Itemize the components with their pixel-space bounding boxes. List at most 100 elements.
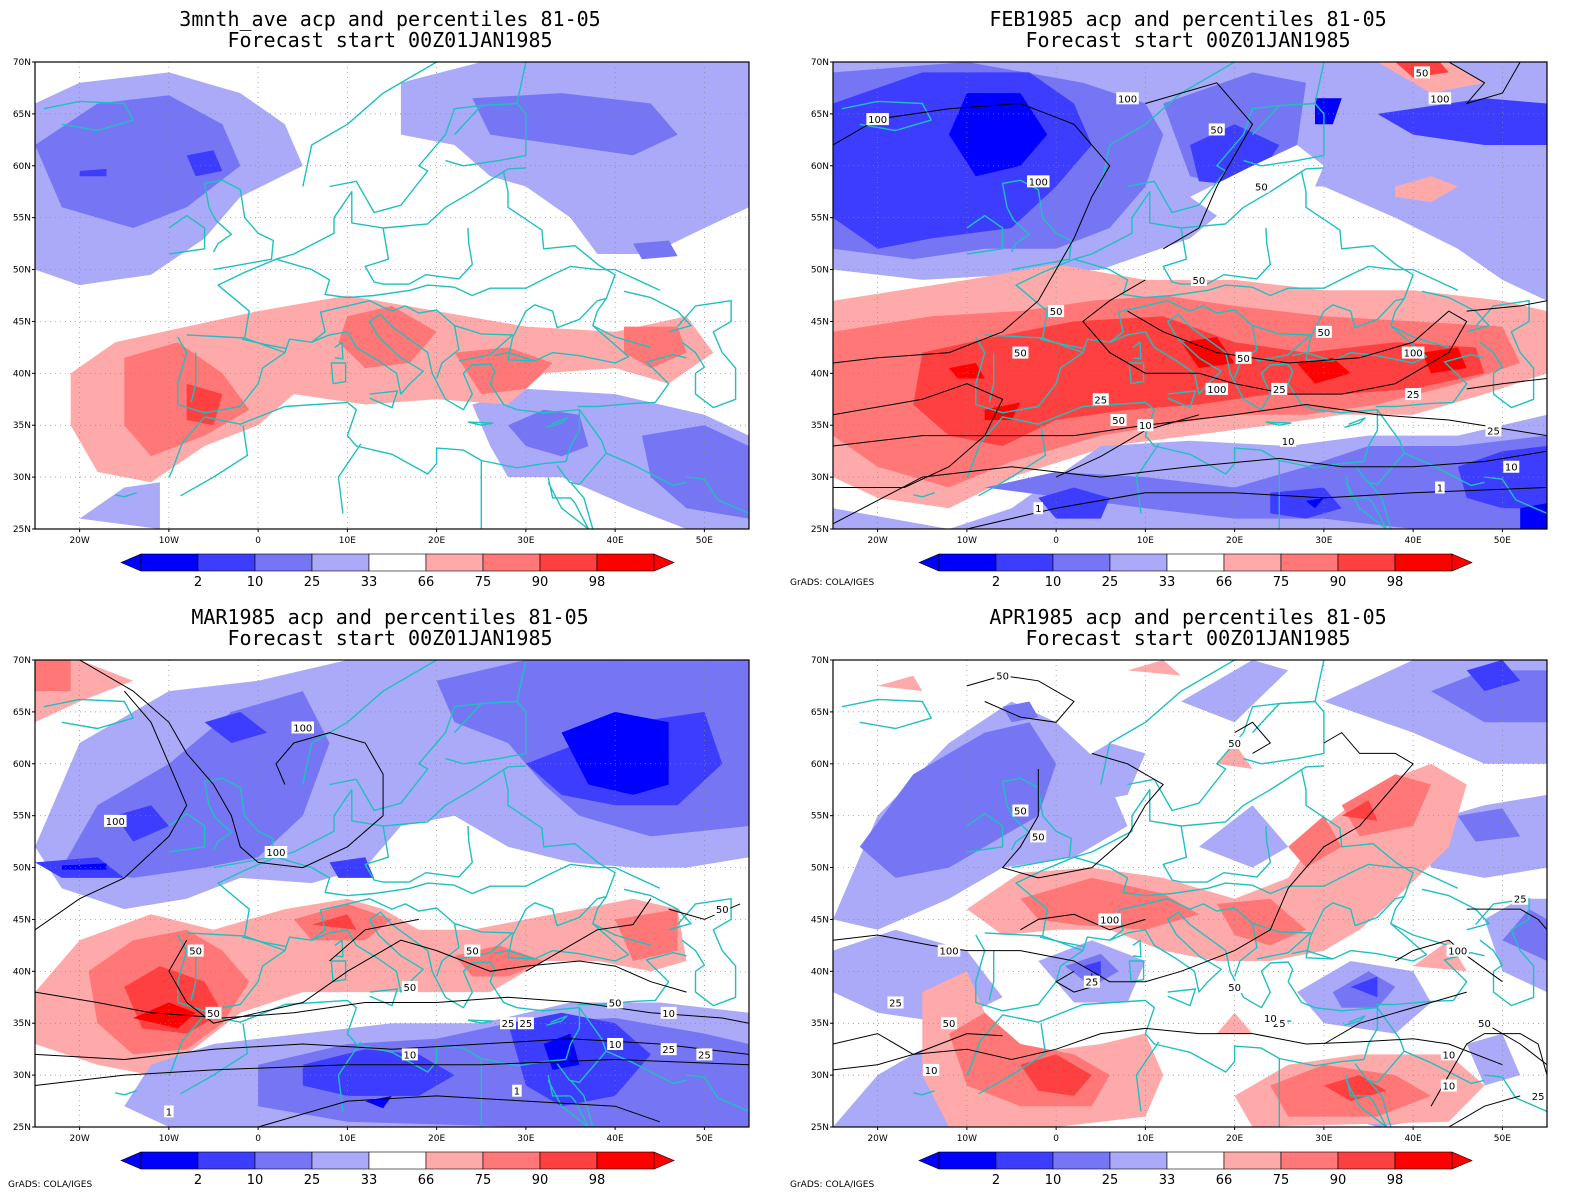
shaded-region: [984, 402, 1021, 420]
contour-label-bg: [1414, 66, 1431, 79]
colorbar-label: 66: [418, 1173, 435, 1184]
shaded-region: [913, 316, 1485, 446]
lat-tick-label: 50N: [13, 266, 31, 276]
shaded-region: [1466, 1033, 1521, 1086]
coastline: [445, 102, 527, 167]
coastline: [1001, 777, 1072, 869]
contour-label: 50: [1237, 354, 1250, 365]
coastline: [1082, 911, 1379, 1060]
contour-label: 25: [1487, 426, 1500, 437]
shaded-region: [311, 914, 357, 930]
contour-label: 100: [1100, 915, 1119, 926]
coastline: [1390, 922, 1449, 947]
coastline: [556, 452, 607, 486]
colorbar-label: 25: [1102, 575, 1119, 586]
colorbar-label: 66: [1216, 1173, 1233, 1184]
colorbar-label: 75: [475, 1173, 492, 1184]
coastline: [311, 897, 460, 977]
lon-tick-label: 10E: [1137, 1134, 1154, 1144]
contour-label-bg: [1446, 944, 1469, 957]
lat-tick-label: 45N: [13, 915, 31, 925]
contour-line: [35, 1038, 749, 1061]
contour-label: 10: [1442, 1081, 1455, 1092]
coastline: [369, 390, 399, 409]
contour-label-bg: [1033, 502, 1044, 515]
lat-tick-label: 60N: [13, 760, 31, 770]
contour-label: 10: [925, 1066, 938, 1077]
colorbar-swatch: [368, 553, 427, 572]
lat-tick-label: 55N: [811, 812, 829, 822]
coastline: [1265, 421, 1292, 426]
colorbar-arrow-right: [1451, 1151, 1473, 1170]
coastline: [115, 492, 137, 498]
panel-subtitle: Forecast start 00Z01JAN1985: [227, 28, 553, 52]
coastline: [1082, 313, 1379, 462]
panel-title: APR1985 acp and percentiles 81-05: [989, 605, 1387, 629]
grads-credit: GrADS: COLA/IGES: [790, 1180, 875, 1190]
map-panel-feb: FEB1985 acp and percentiles 81-05 Foreca…: [790, 0, 1596, 598]
coastline: [275, 258, 661, 299]
lat-tick-label: 25N: [811, 525, 829, 535]
contour-label-bg: [1226, 980, 1243, 993]
shading-layer: [833, 62, 1547, 529]
lon-tick-label: 40E: [607, 536, 624, 546]
contour-label: 50: [1032, 832, 1045, 843]
colorbar-label: 2: [992, 575, 1000, 586]
lon-tick-label: 20W: [867, 536, 887, 546]
colorbar-label: 2: [992, 1173, 1000, 1184]
colorbar-swatch: [1394, 1151, 1453, 1170]
contour-label: 1: [1437, 483, 1443, 494]
colorbar-swatch: [539, 553, 598, 572]
colorbar-swatch: [1109, 1151, 1168, 1170]
coastline: [1354, 452, 1405, 486]
lon-tick-label: 10W: [159, 1134, 179, 1144]
coastline: [311, 299, 460, 379]
contour-line: [1430, 1033, 1547, 1107]
shaded-region: [1395, 176, 1458, 203]
contour-label-bg: [1476, 1017, 1493, 1030]
coastline: [546, 1015, 568, 1026]
contour-label: 25: [1273, 1019, 1286, 1030]
shaded-region: [877, 675, 923, 692]
colorbar-swatch: [425, 1151, 484, 1170]
lat-tick-label: 30N: [811, 1071, 829, 1081]
contour-label: 100: [1404, 349, 1423, 360]
coastline: [966, 214, 1004, 255]
colorbar-label: 90: [1330, 575, 1347, 586]
shaded-region: [508, 1012, 651, 1107]
contour-label-bg: [607, 996, 624, 1009]
shading-layer: [35, 660, 749, 1127]
contour-line: [1448, 1095, 1521, 1127]
contour-label: 10: [609, 1040, 622, 1051]
contour-label-bg: [1271, 1017, 1288, 1030]
colorbar-arrow-left: [918, 553, 940, 572]
contour-label-bg: [1512, 892, 1529, 905]
contour-label: 50: [1112, 416, 1125, 427]
contour-line: [1145, 82, 1254, 250]
colorbar-arrow-left: [918, 1151, 940, 1170]
colorbar-label: 98: [589, 575, 606, 586]
coastline: [569, 1079, 594, 1127]
contour-label-bg: [994, 669, 1011, 682]
coastline: [369, 988, 399, 1007]
shaded-region: [472, 93, 678, 156]
coastline: [1376, 409, 1485, 487]
panel-subtitle: Forecast start 00Z01JAN1985: [227, 626, 553, 650]
coastline: [1109, 897, 1258, 977]
lon-tick-label: 30E: [1315, 536, 1332, 546]
colorbar-swatch: [140, 553, 199, 572]
colorbar-swatch: [311, 1151, 370, 1170]
colorbar-label: 2: [194, 1173, 202, 1184]
lat-tick-label: 50N: [811, 864, 829, 874]
coastline: [623, 290, 692, 333]
lon-tick-label: 20E: [1226, 1134, 1243, 1144]
shaded-region: [641, 425, 749, 519]
coastlines: [841, 660, 1547, 1127]
contour-line: [833, 1027, 1503, 1071]
coastline: [190, 950, 197, 1001]
contour-label-bg: [104, 814, 127, 827]
colorbar-swatch: [311, 553, 370, 572]
coastline: [284, 911, 581, 1060]
colorbar-swatch: [197, 1151, 256, 1170]
contour-label-bg: [164, 1105, 174, 1118]
